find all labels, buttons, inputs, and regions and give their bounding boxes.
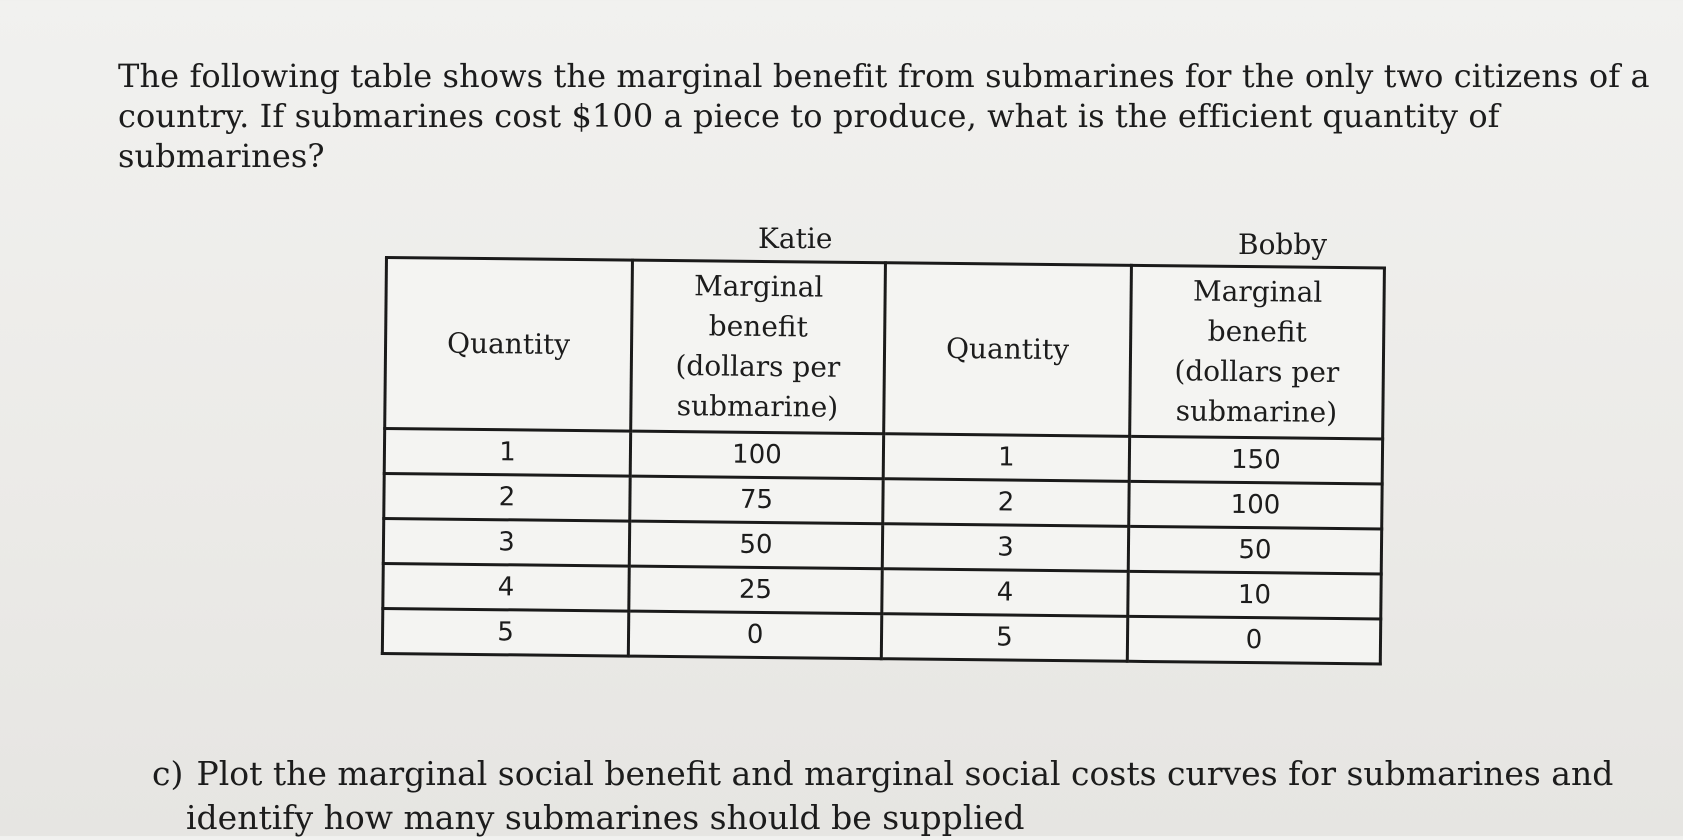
question-text: The following table shows the marginal b…: [118, 56, 1658, 176]
table-header-row: Quantity Marginal benefit (dollars per s…: [384, 257, 1385, 439]
header-text: Marginal: [1192, 274, 1323, 309]
bobby-mb-cell: 0: [1127, 616, 1381, 664]
bobby-quantity-cell: 5: [881, 613, 1128, 662]
part-c-line-1: Plot the marginal social benefit and mar…: [196, 754, 1614, 793]
katie-mb-cell: 25: [628, 566, 883, 614]
katie-quantity-cell: 3: [383, 518, 630, 567]
header-text: submarine): [1175, 394, 1338, 429]
header-text: benefit: [1207, 314, 1307, 349]
bobby-quantity-cell: 1: [883, 433, 1130, 482]
marginal-benefit-table: Quantity Marginal benefit (dollars per s…: [380, 256, 1386, 666]
header-text: Marginal: [693, 269, 824, 304]
part-c-question: c) Plot the marginal social benefit and …: [152, 752, 1672, 840]
question-line-2: country. If submarines cost $100 a piece…: [118, 97, 1500, 175]
part-c-label: c): [152, 754, 184, 793]
bobby-mb-cell: 50: [1128, 526, 1382, 574]
marginal-benefit-table-wrapper: Quantity Marginal benefit (dollars per s…: [380, 256, 1386, 666]
katie-marginal-benefit-header: Marginal benefit (dollars per submarine): [630, 260, 886, 434]
header-text: (dollars per: [675, 349, 841, 384]
katie-quantity-cell: 1: [384, 428, 631, 477]
katie-mb-cell: 100: [630, 431, 884, 479]
bobby-quantity-header: Quantity: [883, 262, 1132, 437]
katie-mb-cell: 50: [629, 521, 883, 569]
table-row: 5 0 5 0: [382, 608, 1381, 664]
bobby-mb-cell: 100: [1128, 481, 1383, 529]
bobby-quantity-cell: 2: [882, 478, 1130, 527]
header-text: benefit: [708, 309, 808, 344]
katie-quantity-cell: 4: [382, 563, 630, 612]
header-text: submarine): [676, 389, 839, 424]
bobby-quantity-cell: 3: [882, 523, 1129, 572]
katie-quantity-cell: 2: [383, 473, 631, 522]
katie-mb-cell: 0: [628, 611, 882, 659]
part-c-line-2: identify how many submarines should be s…: [186, 798, 1025, 837]
bobby-mb-cell: 10: [1127, 571, 1382, 619]
bobby-quantity-cell: 4: [881, 568, 1129, 617]
katie-quantity-header: Quantity: [384, 257, 633, 432]
katie-mb-cell: 75: [629, 476, 884, 524]
question-line-1: The following table shows the marginal b…: [118, 57, 1650, 95]
bobby-mb-cell: 150: [1129, 436, 1383, 484]
bobby-label: Bobby: [1238, 228, 1328, 261]
bobby-marginal-benefit-header: Marginal benefit (dollars per submarine): [1129, 265, 1385, 439]
katie-label: Katie: [758, 222, 833, 255]
katie-quantity-cell: 5: [382, 608, 629, 657]
header-text: (dollars per: [1174, 354, 1340, 389]
